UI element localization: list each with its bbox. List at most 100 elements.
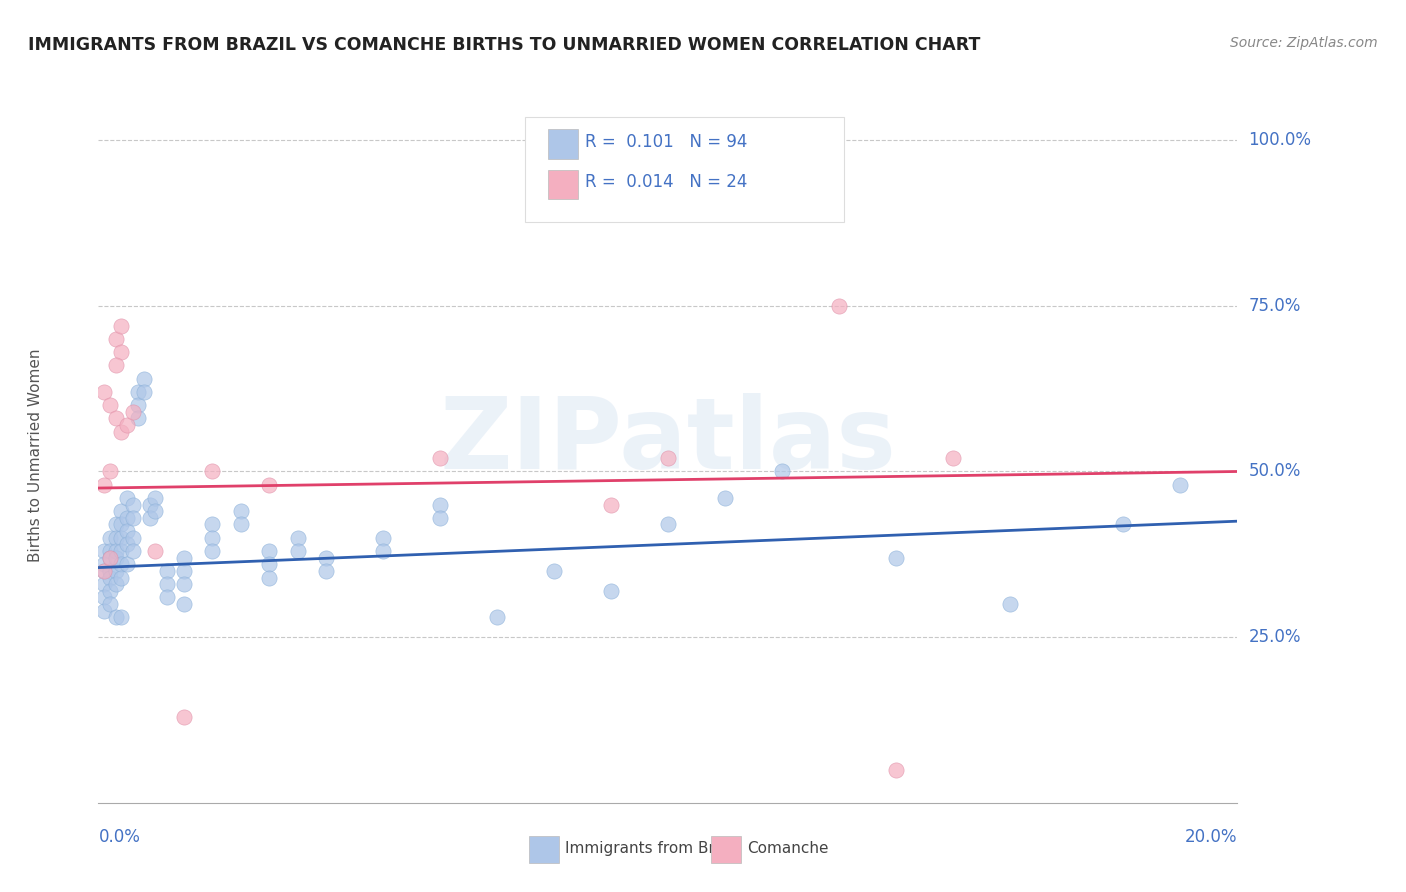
Point — [884, 550, 907, 565]
Point — [104, 610, 127, 624]
Point — [110, 558, 132, 572]
Point — [1112, 517, 1135, 532]
Point — [942, 451, 965, 466]
Point — [93, 477, 115, 491]
Point — [121, 498, 143, 512]
FancyBboxPatch shape — [548, 169, 578, 199]
Point — [138, 511, 160, 525]
Point — [429, 451, 451, 466]
Point — [127, 384, 149, 399]
Point — [121, 531, 143, 545]
Point — [110, 504, 132, 518]
Point — [98, 398, 121, 412]
Point — [201, 517, 224, 532]
Point — [110, 531, 132, 545]
Point — [98, 465, 121, 479]
Point — [201, 531, 224, 545]
Point — [98, 597, 121, 611]
Text: 20.0%: 20.0% — [1185, 828, 1237, 846]
Point — [93, 384, 115, 399]
Point — [104, 544, 127, 558]
Point — [259, 544, 281, 558]
Point — [110, 570, 132, 584]
Point — [110, 517, 132, 532]
Point — [229, 504, 252, 518]
Point — [132, 384, 155, 399]
Point — [98, 583, 121, 598]
Text: Immigrants from Brazil: Immigrants from Brazil — [565, 840, 741, 855]
Point — [104, 411, 127, 425]
Point — [201, 544, 224, 558]
Point — [657, 451, 679, 466]
Point — [429, 511, 451, 525]
Point — [93, 591, 115, 605]
FancyBboxPatch shape — [711, 836, 741, 863]
Point — [156, 591, 179, 605]
Point — [657, 517, 679, 532]
Point — [543, 564, 565, 578]
Text: 0.0%: 0.0% — [98, 828, 141, 846]
Point — [138, 498, 160, 512]
Point — [110, 544, 132, 558]
Text: Comanche: Comanche — [748, 840, 830, 855]
Point — [98, 531, 121, 545]
Text: IMMIGRANTS FROM BRAZIL VS COMANCHE BIRTHS TO UNMARRIED WOMEN CORRELATION CHART: IMMIGRANTS FROM BRAZIL VS COMANCHE BIRTH… — [28, 36, 980, 54]
Point — [110, 318, 132, 333]
Point — [104, 577, 127, 591]
Point — [127, 398, 149, 412]
Point — [998, 597, 1021, 611]
Point — [132, 372, 155, 386]
Point — [104, 359, 127, 373]
Point — [98, 564, 121, 578]
Point — [104, 550, 127, 565]
Point — [145, 504, 167, 518]
Point — [104, 531, 127, 545]
Point — [287, 544, 309, 558]
Point — [115, 524, 138, 538]
Point — [229, 517, 252, 532]
Point — [259, 477, 281, 491]
Point — [104, 517, 127, 532]
Point — [173, 564, 195, 578]
Point — [98, 550, 121, 565]
Point — [259, 570, 281, 584]
Point — [93, 544, 115, 558]
Point — [121, 544, 143, 558]
Text: 25.0%: 25.0% — [1249, 628, 1301, 646]
FancyBboxPatch shape — [526, 118, 845, 222]
Point — [373, 531, 395, 545]
FancyBboxPatch shape — [529, 836, 558, 863]
Text: ZIPatlas: ZIPatlas — [440, 392, 896, 490]
Point — [121, 511, 143, 525]
Point — [600, 583, 623, 598]
Point — [714, 491, 737, 505]
Point — [287, 531, 309, 545]
Text: Source: ZipAtlas.com: Source: ZipAtlas.com — [1230, 36, 1378, 50]
Point — [884, 763, 907, 777]
Point — [104, 332, 127, 346]
Point — [145, 491, 167, 505]
Point — [173, 709, 195, 723]
Point — [115, 491, 138, 505]
Point — [127, 411, 149, 425]
Point — [770, 465, 793, 479]
Text: R =  0.014   N = 24: R = 0.014 N = 24 — [585, 173, 747, 191]
Point — [486, 610, 509, 624]
Point — [145, 544, 167, 558]
Point — [259, 558, 281, 572]
Point — [110, 610, 132, 624]
Point — [98, 544, 121, 558]
Point — [104, 564, 127, 578]
Point — [156, 564, 179, 578]
Point — [315, 550, 337, 565]
Point — [429, 498, 451, 512]
Text: R =  0.101   N = 94: R = 0.101 N = 94 — [585, 133, 747, 151]
Point — [93, 558, 115, 572]
Point — [110, 425, 132, 439]
Point — [828, 299, 851, 313]
Point — [110, 345, 132, 359]
Point — [93, 564, 115, 578]
FancyBboxPatch shape — [548, 129, 578, 159]
Point — [115, 537, 138, 551]
Point — [201, 465, 224, 479]
